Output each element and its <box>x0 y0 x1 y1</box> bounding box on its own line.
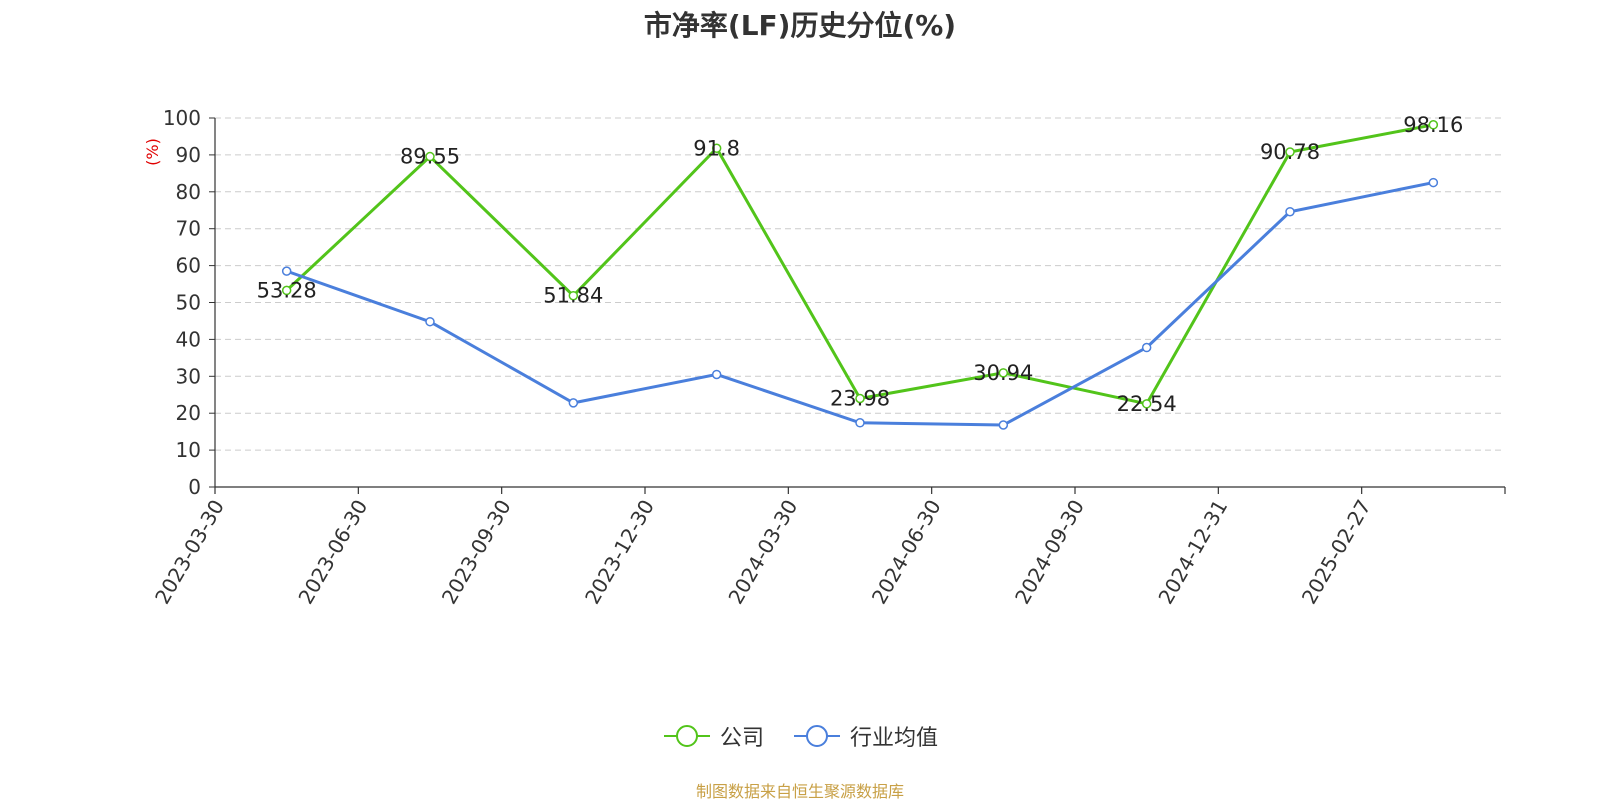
y-tick-label: 10 <box>176 438 201 462</box>
data-label: 51.84 <box>543 284 603 308</box>
data-point <box>1285 206 1295 217</box>
y-tick-label: 70 <box>176 217 201 241</box>
x-tick-label: 2023-12-30 <box>580 496 659 609</box>
x-tick-label: 2024-06-30 <box>867 495 946 608</box>
data-point <box>281 266 292 276</box>
legend-label: 公司 <box>719 726 764 751</box>
x-tick-label: 2024-12-31 <box>1153 496 1232 609</box>
data-point <box>855 393 865 404</box>
legend-label: 行业均值 <box>850 726 939 751</box>
y-tick-label: 0 <box>188 475 201 499</box>
data-label: 91.8 <box>693 136 740 160</box>
data-point <box>1285 147 1295 157</box>
y-tick-label: 30 <box>176 364 201 388</box>
data-point <box>855 418 865 428</box>
data-point <box>281 285 292 296</box>
y-tick-label: 90 <box>176 143 201 167</box>
legend: 公司 行业均值 <box>0 720 1600 752</box>
data-point <box>568 290 579 301</box>
data-label: 89.55 <box>400 145 460 169</box>
legend-symbol-icon <box>794 725 840 747</box>
x-tick-label: 2024-03-30 <box>723 496 802 609</box>
x-tick-label: 2025-02-27 <box>1297 496 1376 609</box>
data-point <box>1428 177 1439 188</box>
data-point <box>998 368 1009 378</box>
x-tick-label: 2023-03-30 <box>150 496 229 609</box>
data-point <box>1141 342 1152 353</box>
legend-symbol-icon <box>663 725 710 747</box>
data-label: 98.16 <box>1403 113 1463 137</box>
series-layer <box>281 120 1439 430</box>
axes: 0 10 20 30 40 50 60 70 80 90 100 2023-03-30 2023-06-… <box>150 106 1506 609</box>
chart-title: 市净率(LF)历史分位(%) <box>643 9 957 42</box>
legend-item[interactable]: 公司 <box>662 720 764 752</box>
data-label: 90.78 <box>1260 140 1320 164</box>
y-tick-label: 20 <box>176 401 201 425</box>
y-tick-label: 80 <box>176 180 201 204</box>
x-tick-label: 2023-06-30 <box>293 496 372 609</box>
data-label: 30.94 <box>973 361 1033 385</box>
data-label: 22.54 <box>1117 392 1177 416</box>
legend-item[interactable]: 行业均值 <box>792 720 938 752</box>
data-point <box>568 398 579 408</box>
y-tick-label: 60 <box>176 254 201 278</box>
x-tick-label: 2023-09-30 <box>437 496 516 609</box>
line-chart: 0 10 20 30 40 50 60 70 80 90 100 2023-03-30 2023-06-… <box>143 106 1506 609</box>
data-point <box>425 316 435 327</box>
y-tick-label: 100 <box>163 106 201 130</box>
data-labels: 53.28 89.55 51.84 91.8 23.98 30.94 22.54 90.78 9… <box>257 113 1464 416</box>
y-tick-label: 40 <box>176 327 201 351</box>
y-tick-label: 50 <box>176 291 201 315</box>
data-point <box>998 420 1009 430</box>
data-point <box>711 143 722 154</box>
x-tick-label: 2024-09-30 <box>1010 496 1089 609</box>
data-label: 53.28 <box>257 278 317 302</box>
y-axis-label: (%) <box>143 138 162 166</box>
data-label: 23.98 <box>830 387 890 411</box>
data-point <box>1428 120 1439 130</box>
data-point <box>1141 399 1152 409</box>
source-note: 制图数据来自恒生聚源数据库 <box>695 782 904 801</box>
data-point <box>425 151 435 162</box>
data-point <box>711 369 722 380</box>
